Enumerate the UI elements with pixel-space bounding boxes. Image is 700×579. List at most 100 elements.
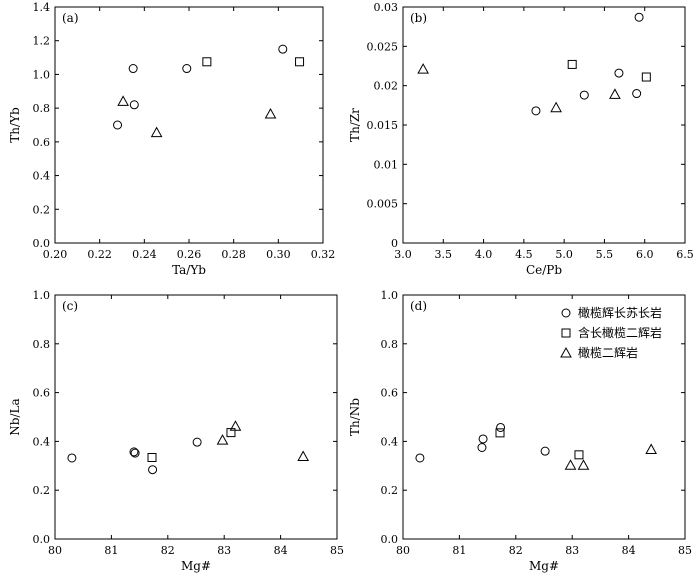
panel-d-y-tick-label: 0.8: [381, 338, 399, 351]
panel-d-circle-point: [415, 453, 425, 463]
panel-c-y-tick-label: 0.0: [33, 533, 51, 546]
legend-circle-label: 橄榄辉长苏长岩: [578, 305, 662, 320]
panel-b-y-tick-label: 0: [391, 237, 398, 250]
panel-b-y-tick-label: 0.025: [367, 40, 399, 53]
panel-b-x-tick-label: 3.5: [435, 248, 453, 261]
panel-a-x-tick-label: 0.24: [132, 248, 157, 261]
legend-triangle-label: 橄榄二辉岩: [578, 345, 638, 360]
panel-b-y-tick-label: 0.03: [374, 1, 399, 14]
panel-b-y-tick-label: 0.01: [374, 158, 399, 171]
panel-d-square-point: [574, 450, 584, 460]
panel-a-x-tick-label: 0.20: [43, 248, 68, 261]
panel-b-x-tick-label: 4.5: [515, 248, 533, 261]
panel-b-triangle-point: [550, 101, 562, 113]
panel-c-label: (c): [62, 299, 78, 313]
panel-a-y-tick-label: 1.2: [33, 35, 51, 48]
panel-c-circle-point: [192, 437, 202, 447]
panel-b-x-tick-label: 5.5: [596, 248, 614, 261]
panel-b-y-tick-label: 0.015: [367, 119, 399, 132]
panel-c-y-tick-label: 0.8: [33, 338, 51, 351]
panel-a-x-tick-label: 0.32: [311, 248, 336, 261]
panel-c-x-tick-label: 85: [330, 544, 344, 557]
panel-b-triangle-point: [609, 88, 621, 99]
panel-a-circle-point: [278, 44, 288, 54]
panel-c-circle-point: [148, 465, 158, 475]
panel-b-x-tick-label: 4.0: [475, 248, 493, 261]
panel-d-y-tick-label: 0.6: [381, 387, 399, 400]
panel-c-x-tick-label: 83: [217, 544, 231, 557]
panel-d-frame: [402, 294, 686, 540]
panel-a-frame: [54, 6, 324, 244]
panel-a-triangle-point: [150, 126, 163, 138]
panel-a-square-point: [202, 57, 212, 67]
panel-a-triangle-point: [117, 95, 129, 106]
panel-c: 80 81 82 83 84 85 0.0 0.2 0.4 0.6 0.8 1.0 Mg# Nb/La (c…: [8, 289, 344, 573]
panel-a-circle-point: [113, 120, 123, 130]
panel-c-triangle-point: [297, 450, 310, 462]
panel-b-triangle-point: [417, 63, 429, 74]
panel-c-x-tick-label: 81: [104, 544, 118, 557]
panel-d-x-tick-label: 85: [678, 544, 692, 557]
panel-b-circle-point: [634, 12, 644, 22]
panel-a-x-tick-label: 0.22: [87, 248, 112, 261]
panel-b-circle-point: [614, 68, 624, 78]
panel-d-x-tick-label: 82: [509, 544, 523, 557]
panel-a: 0.20 0.22 0.24 0.26 0.28 0.30 0.32 0.0 0.2 0.4 0.6…: [8, 1, 335, 277]
panel-a-y-tick-label: 0.0: [33, 237, 51, 250]
legend-square-marker: [561, 328, 571, 338]
panel-a-y-tick-label: 0.8: [33, 102, 51, 115]
panel-d-label: (d): [410, 299, 427, 313]
panel-c-y-axis-label: Nb/La: [8, 398, 22, 435]
panel-a-y-axis-label: Th/Yb: [8, 107, 22, 143]
panel-c-square-point: [147, 453, 157, 463]
panel-c-x-axis-label: Mg#: [181, 559, 211, 573]
panel-d-x-tick-label: 81: [452, 544, 466, 557]
panel-b: 3.0 3.5 4.0 4.5 5.0 5.5 6.0 6.5 0 0.005 0.01 0.015 0…: [348, 1, 694, 277]
panel-a-square-point: [295, 57, 305, 67]
panel-b-label: (b): [410, 11, 427, 25]
panel-c-triangle-point: [216, 434, 229, 445]
panel-a-x-tick-label: 0.30: [266, 248, 291, 261]
panel-a-y-tick-label: 0.6: [33, 136, 51, 149]
panel-a-y-tick-label: 0.2: [33, 203, 51, 216]
panel-b-x-tick-label: 6.0: [636, 248, 654, 261]
panel-c-x-tick-label: 84: [274, 544, 288, 557]
panel-d-y-tick-label: 1.0: [381, 289, 399, 302]
panel-c-circle-point: [129, 447, 139, 457]
panel-a-y-tick-label: 1.4: [33, 1, 51, 14]
panel-b-y-tick-label: 0.005: [367, 198, 399, 211]
panel-a-circle-point: [129, 100, 139, 110]
panel-a-x-tick-label: 0.28: [221, 248, 246, 261]
panel-b-circle-point: [632, 89, 642, 99]
panel-b-circle-point: [579, 90, 589, 100]
panel-b-y-tick-label: 0.02: [374, 80, 399, 93]
panel-b-square-point: [567, 59, 577, 69]
panel-c-y-tick-label: 0.4: [33, 435, 51, 448]
panel-d-circle-point: [478, 434, 488, 444]
panel-b-x-axis-label: Ce/Pb: [526, 263, 562, 277]
panel-a-y-tick-label: 1.0: [33, 68, 51, 81]
panel-d-y-axis-label: Th/Nb: [348, 398, 362, 436]
panel-c-x-tick-label: 82: [161, 544, 175, 557]
panel-c-circle-point: [67, 453, 77, 463]
panel-a-label: (a): [62, 11, 79, 25]
panel-a-x-tick-label: 0.26: [177, 248, 202, 261]
panel-c-y-tick-label: 1.0: [33, 289, 51, 302]
panel-a-triangle-point: [264, 108, 277, 119]
panel-d-triangle-point: [577, 459, 590, 470]
panel-b-x-tick-label: 5.0: [555, 248, 573, 261]
panel-c-circle-point: [130, 448, 140, 458]
panel-d-circle-point: [540, 446, 550, 456]
panel-c-y-tick-label: 0.6: [33, 387, 51, 400]
panel-d-circle-point: [477, 443, 487, 452]
panel-b-square-point: [641, 72, 651, 82]
panel-d: 80 81 82 83 84 85 0.0 0.2 0.4 0.6 0.8 1.0 Mg# Th/Nb (d…: [348, 289, 692, 573]
panel-d-y-tick-label: 0.2: [381, 484, 399, 497]
panel-d-x-tick-label: 83: [565, 544, 579, 557]
panel-b-x-tick-label: 3.0: [394, 248, 412, 261]
panel-c-x-tick-label: 80: [48, 544, 62, 557]
panel-d-circle-point: [496, 422, 506, 432]
panel-d-x-tick-label: 80: [396, 544, 410, 557]
panel-a-circle-point: [128, 64, 138, 74]
